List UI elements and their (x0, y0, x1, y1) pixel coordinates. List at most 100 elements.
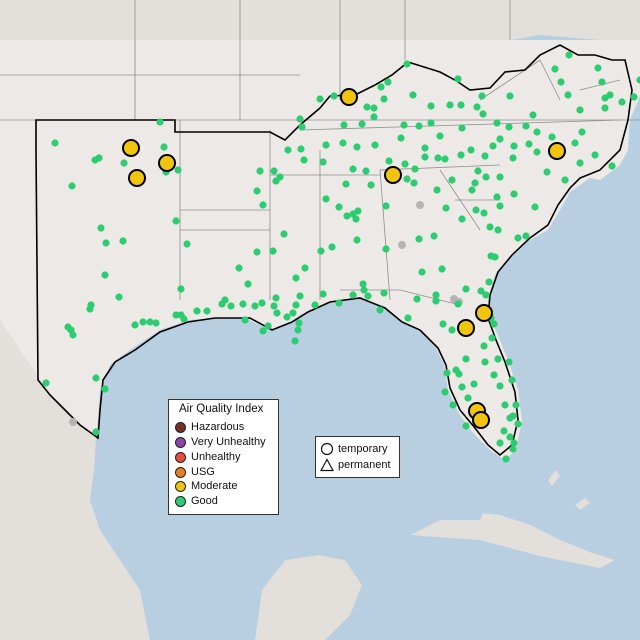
monitor-marker-good[interactable] (543, 168, 551, 176)
monitor-marker-good[interactable] (340, 121, 348, 129)
monitor-marker-good[interactable] (360, 286, 368, 294)
monitor-marker-good[interactable] (454, 300, 462, 308)
monitor-marker-good[interactable] (256, 167, 264, 175)
monitor-marker-moderate[interactable] (548, 142, 566, 160)
monitor-marker-good[interactable] (522, 122, 530, 130)
monitor-marker-good[interactable] (296, 292, 304, 300)
monitor-marker-good[interactable] (259, 327, 267, 335)
monitor-marker-good[interactable] (432, 291, 440, 299)
monitor-marker-good[interactable] (300, 156, 308, 164)
monitor-marker-good[interactable] (298, 123, 306, 131)
monitor-marker-gray[interactable] (416, 201, 424, 209)
monitor-marker-moderate[interactable] (384, 166, 402, 184)
monitor-marker-good[interactable] (489, 142, 497, 150)
monitor-marker-good[interactable] (606, 91, 614, 99)
monitor-marker-good[interactable] (618, 98, 626, 106)
monitor-marker-good[interactable] (319, 290, 327, 298)
monitor-marker-good[interactable] (322, 141, 330, 149)
monitor-marker-good[interactable] (496, 135, 504, 143)
monitor-marker-good[interactable] (486, 223, 494, 231)
monitor-marker-good[interactable] (174, 166, 182, 174)
monitor-marker-good[interactable] (42, 379, 50, 387)
monitor-marker-good[interactable] (462, 355, 470, 363)
monitor-marker-good[interactable] (436, 132, 444, 140)
monitor-marker-moderate[interactable] (472, 411, 490, 429)
monitor-marker-good[interactable] (446, 101, 454, 109)
monitor-marker-good[interactable] (95, 154, 103, 162)
monitor-marker-good[interactable] (92, 428, 100, 436)
monitor-marker-good[interactable] (458, 383, 466, 391)
monitor-marker-good[interactable] (565, 51, 573, 59)
monitor-marker-good[interactable] (529, 111, 537, 119)
monitor-marker-good[interactable] (473, 103, 481, 111)
monitor-marker-good[interactable] (97, 224, 105, 232)
monitor-marker-good[interactable] (479, 110, 487, 118)
monitor-marker-good[interactable] (421, 153, 429, 161)
monitor-marker-good[interactable] (418, 268, 426, 276)
monitor-marker-good[interactable] (467, 146, 475, 154)
monitor-marker-good[interactable] (353, 143, 361, 151)
monitor-marker-good[interactable] (509, 154, 517, 162)
monitor-marker-good[interactable] (239, 300, 247, 308)
monitor-marker-good[interactable] (253, 187, 261, 195)
monitor-marker-good[interactable] (533, 148, 541, 156)
monitor-marker-gray[interactable] (398, 241, 406, 249)
monitor-marker-good[interactable] (501, 401, 509, 409)
monitor-marker-good[interactable] (510, 190, 518, 198)
monitor-marker-good[interactable] (458, 124, 466, 132)
monitor-marker-good[interactable] (354, 207, 362, 215)
monitor-marker-good[interactable] (295, 319, 303, 327)
monitor-marker-good[interactable] (101, 271, 109, 279)
monitor-marker-good[interactable] (409, 91, 417, 99)
monitor-marker-good[interactable] (322, 195, 330, 203)
monitor-marker-good[interactable] (241, 316, 249, 324)
monitor-marker-good[interactable] (438, 265, 446, 273)
monitor-marker-good[interactable] (292, 274, 300, 282)
monitor-marker-good[interactable] (367, 181, 375, 189)
monitor-marker-good[interactable] (352, 215, 360, 223)
monitor-marker-good[interactable] (531, 203, 539, 211)
monitor-marker-good[interactable] (317, 247, 325, 255)
monitor-marker-good[interactable] (353, 236, 361, 244)
monitor-marker-good[interactable] (564, 91, 572, 99)
monitor-marker-good[interactable] (630, 93, 638, 101)
monitor-marker-good[interactable] (335, 299, 343, 307)
monitor-marker-good[interactable] (131, 321, 139, 329)
monitor-marker-good[interactable] (382, 245, 390, 253)
monitor-marker-good[interactable] (400, 121, 408, 129)
monitor-marker-good[interactable] (342, 180, 350, 188)
monitor-marker-good[interactable] (370, 104, 378, 112)
monitor-marker-good[interactable] (235, 264, 243, 272)
monitor-marker-good[interactable] (494, 355, 502, 363)
monitor-marker-good[interactable] (92, 374, 100, 382)
monitor-marker-good[interactable] (146, 318, 154, 326)
monitor-marker-good[interactable] (120, 159, 128, 167)
monitor-marker-good[interactable] (462, 285, 470, 293)
monitor-marker-good[interactable] (349, 165, 357, 173)
monitor-marker-good[interactable] (382, 202, 390, 210)
monitor-marker-good[interactable] (415, 122, 423, 130)
monitor-marker-good[interactable] (51, 139, 59, 147)
monitor-marker-good[interactable] (490, 320, 498, 328)
monitor-marker-good[interactable] (296, 115, 304, 123)
monitor-marker-good[interactable] (343, 212, 351, 220)
monitor-marker-good[interactable] (339, 139, 347, 147)
monitor-marker-good[interactable] (276, 173, 284, 181)
monitor-marker-good[interactable] (505, 123, 513, 131)
monitor-marker-good[interactable] (270, 167, 278, 175)
monitor-marker-good[interactable] (258, 299, 266, 307)
monitor-marker-good[interactable] (264, 322, 272, 330)
monitor-marker-good[interactable] (316, 95, 324, 103)
monitor-marker-good[interactable] (474, 167, 482, 175)
monitor-marker-moderate[interactable] (475, 304, 493, 322)
monitor-marker-moderate[interactable] (340, 88, 358, 106)
monitor-marker-good[interactable] (292, 301, 300, 309)
monitor-marker-gray[interactable] (69, 418, 77, 426)
monitor-marker-good[interactable] (608, 162, 616, 170)
monitor-marker-good[interactable] (561, 176, 569, 184)
monitor-marker-good[interactable] (468, 186, 476, 194)
monitor-marker-good[interactable] (482, 291, 490, 299)
monitor-marker-good[interactable] (67, 326, 75, 334)
monitor-marker-good[interactable] (183, 240, 191, 248)
monitor-marker-good[interactable] (441, 388, 449, 396)
